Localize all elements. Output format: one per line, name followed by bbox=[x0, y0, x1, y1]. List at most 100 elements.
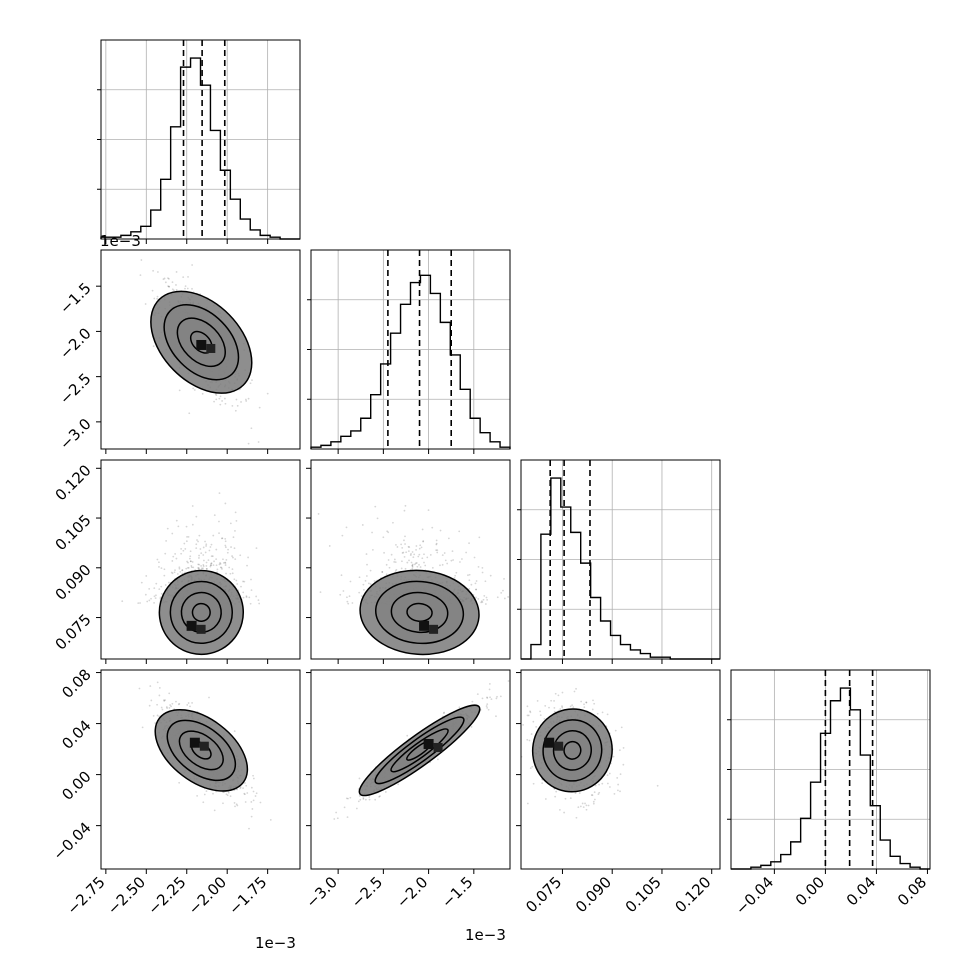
sample-point bbox=[242, 787, 244, 790]
sample-point bbox=[181, 569, 184, 572]
sample-point bbox=[210, 555, 213, 558]
contour-line bbox=[150, 290, 253, 394]
sample-point bbox=[450, 559, 453, 562]
sample-point bbox=[148, 599, 151, 602]
sample-point bbox=[413, 563, 416, 566]
x-tick-label: 0.00 bbox=[792, 873, 828, 909]
sample-point bbox=[244, 782, 246, 784]
sample-point bbox=[529, 767, 532, 770]
sample-point bbox=[358, 777, 361, 780]
sample-point bbox=[168, 285, 171, 288]
sample-point bbox=[362, 583, 365, 586]
mode-bin bbox=[199, 741, 209, 751]
sample-point bbox=[419, 566, 422, 568]
sample-point bbox=[210, 543, 213, 546]
sample-point bbox=[239, 786, 242, 789]
sample-point bbox=[160, 592, 163, 595]
sample-point bbox=[231, 404, 234, 407]
x-tick-label: −2.0 bbox=[393, 873, 431, 911]
sample-point bbox=[221, 537, 223, 540]
mode-bin bbox=[206, 343, 216, 353]
sample-point bbox=[178, 566, 181, 569]
sample-point bbox=[453, 577, 456, 579]
sample-point bbox=[156, 297, 158, 300]
sample-point bbox=[431, 526, 434, 529]
sample-point bbox=[247, 442, 250, 445]
sample-point bbox=[224, 397, 226, 400]
sample-point bbox=[168, 692, 171, 695]
sample-point bbox=[233, 578, 236, 581]
sample-point bbox=[404, 504, 407, 507]
sample-point bbox=[221, 400, 224, 402]
sample-point bbox=[411, 568, 414, 570]
sample-point bbox=[408, 559, 410, 562]
sample-point bbox=[220, 566, 223, 569]
sample-point bbox=[617, 783, 620, 786]
sample-point bbox=[202, 554, 205, 556]
y-tick-label: 0.090 bbox=[52, 561, 95, 604]
sample-point bbox=[155, 582, 158, 585]
mode-bin bbox=[429, 624, 439, 634]
sample-point bbox=[184, 285, 187, 288]
sample-point bbox=[210, 562, 213, 565]
sample-point bbox=[163, 699, 165, 702]
mode-bin bbox=[544, 737, 555, 748]
sample-point bbox=[250, 589, 253, 592]
sample-point bbox=[609, 786, 611, 788]
sample-point bbox=[191, 561, 194, 563]
sample-point bbox=[393, 561, 396, 563]
sample-point bbox=[423, 561, 425, 564]
sample-point bbox=[202, 563, 205, 566]
sample-point bbox=[368, 796, 371, 798]
sample-point bbox=[213, 400, 215, 403]
contour-line bbox=[178, 730, 224, 771]
sample-point bbox=[407, 545, 410, 548]
sample-point bbox=[190, 565, 193, 567]
sample-point bbox=[153, 297, 156, 300]
sample-point bbox=[485, 596, 488, 599]
sample-point bbox=[139, 274, 142, 276]
y-tick-label: 0.00 bbox=[58, 768, 94, 804]
sample-point bbox=[561, 705, 563, 708]
sample-point bbox=[182, 276, 185, 279]
sample-point bbox=[368, 798, 371, 801]
sample-point bbox=[387, 559, 390, 561]
panel-2-0 bbox=[121, 492, 261, 656]
sample-point bbox=[186, 560, 189, 563]
sample-point bbox=[367, 582, 370, 585]
y-tick-label: −0.04 bbox=[49, 819, 94, 864]
x-tick-label: −1.5 bbox=[438, 873, 476, 911]
sample-point bbox=[580, 700, 583, 703]
sample-point bbox=[614, 729, 617, 732]
sample-point bbox=[160, 706, 163, 709]
sample-point bbox=[475, 588, 477, 591]
density-shade bbox=[532, 708, 613, 792]
sample-point bbox=[418, 563, 420, 566]
histogram-frame bbox=[310, 249, 511, 450]
contour-line bbox=[390, 591, 449, 634]
sample-point bbox=[165, 706, 168, 708]
sample-point bbox=[121, 600, 124, 603]
sample-point bbox=[239, 787, 242, 790]
contour-line bbox=[191, 602, 211, 622]
sample-point bbox=[186, 287, 189, 290]
sample-point bbox=[189, 560, 192, 563]
sample-point bbox=[255, 547, 258, 550]
sample-point bbox=[189, 555, 192, 558]
sample-point bbox=[183, 542, 186, 545]
sample-point bbox=[197, 567, 200, 569]
sample-point bbox=[245, 596, 248, 599]
sample-point bbox=[166, 707, 169, 710]
sample-point bbox=[489, 696, 491, 699]
sample-point bbox=[539, 710, 541, 713]
sample-point bbox=[526, 802, 529, 805]
sample-point bbox=[431, 566, 434, 569]
sample-point bbox=[496, 596, 499, 599]
sample-point bbox=[383, 551, 385, 554]
sample-point bbox=[535, 726, 538, 728]
sample-point bbox=[585, 808, 588, 811]
sample-point bbox=[477, 565, 480, 568]
sample-point bbox=[182, 549, 185, 552]
x-offset-label: 1e−3 bbox=[465, 926, 506, 944]
sample-point bbox=[358, 795, 361, 797]
